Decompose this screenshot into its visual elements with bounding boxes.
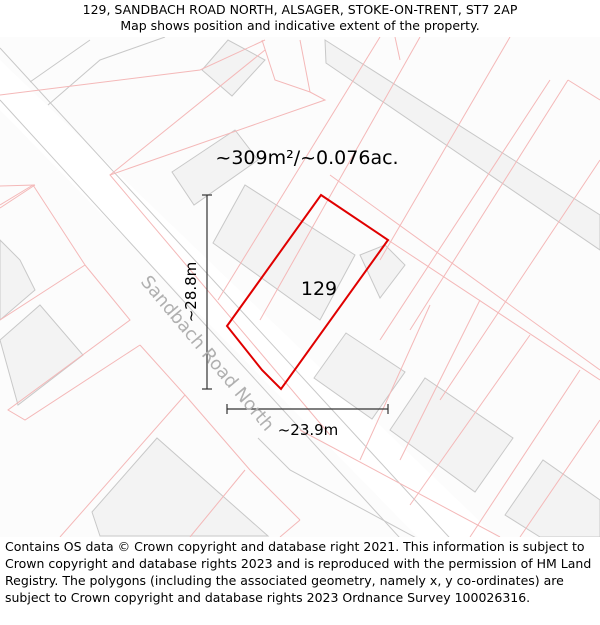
width-measure-bar bbox=[226, 404, 389, 414]
property-address: 129, SANDBACH ROAD NORTH, ALSAGER, STOKE… bbox=[82, 2, 518, 17]
parcel-boundaries bbox=[0, 37, 600, 537]
map-subtitle: Map shows position and indicative extent… bbox=[120, 18, 480, 33]
plot-number-label: 129 bbox=[301, 278, 337, 300]
width-measure-label: ~23.9m bbox=[278, 421, 339, 439]
map-header: 129, SANDBACH ROAD NORTH, ALSAGER, STOKE… bbox=[0, 0, 600, 37]
road-edges bbox=[0, 37, 450, 537]
height-measure-bar bbox=[202, 194, 212, 390]
attribution-text: Contains OS data © Crown copyright and d… bbox=[5, 539, 592, 605]
property-map[interactable]: Sandbach Road North ~309m²/~0.076ac. 129… bbox=[0, 37, 600, 537]
property-boundary-129[interactable] bbox=[225, 193, 390, 391]
height-measure-label: ~28.8m bbox=[182, 262, 200, 323]
area-label: ~309m²/~0.076ac. bbox=[215, 147, 398, 169]
